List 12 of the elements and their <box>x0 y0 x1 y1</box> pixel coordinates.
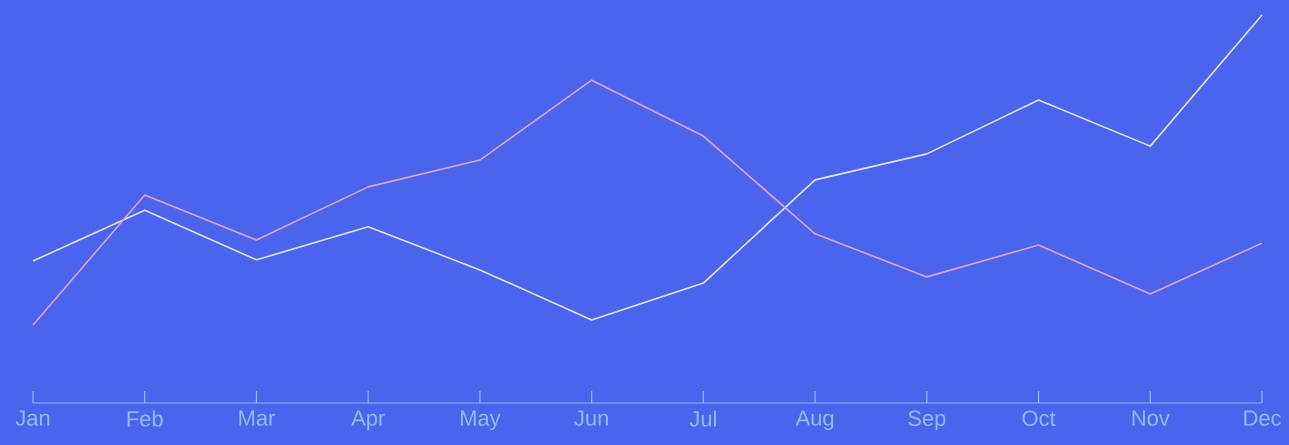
x-tick-label: Mar <box>239 410 275 426</box>
x-tick-label: Jun <box>574 410 608 426</box>
x-tick-label: May <box>461 410 501 431</box>
x-tick-label: Nov <box>1132 410 1170 426</box>
x-tick-label: Jul <box>689 410 716 427</box>
x-tick-label: Jan <box>15 410 50 426</box>
x-tick-label: Feb <box>127 410 163 427</box>
x-tick-label: Dec <box>1244 410 1281 426</box>
x-tick-label: Oct <box>1022 410 1056 427</box>
x-tick-label: Aug <box>795 410 834 431</box>
x-tick-label: Apr <box>351 410 385 431</box>
x-tick-label: Sep <box>908 410 946 431</box>
